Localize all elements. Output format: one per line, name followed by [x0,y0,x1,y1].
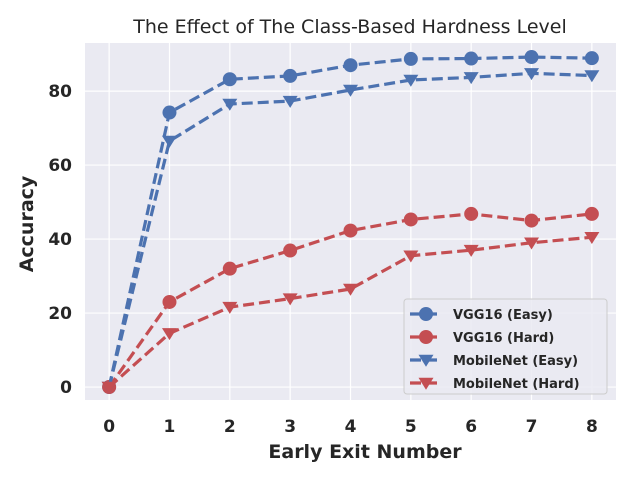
data-point [343,84,358,97]
x-tick-label: 4 [345,417,357,437]
data-point [222,261,237,276]
data-point [584,206,599,221]
data-point [403,74,419,87]
data-point [464,206,479,221]
data-point [403,51,418,66]
chart-title: The Effect of The Class-Based Hardness L… [132,16,567,38]
legend-entry-label: VGG16 (Easy) [453,308,553,323]
legend: VGG16 (Easy) VGG16 (Hard) MobileNet (Easy)… [403,298,608,395]
series-group [101,50,600,395]
legend-marker [419,330,433,344]
series-1 [102,206,599,395]
x-tick-label: 1 [164,417,176,437]
data-point [463,244,479,257]
legend-marker [418,354,434,367]
series-line [108,235,593,389]
series-3 [101,231,600,394]
x-tick-label: 7 [526,417,538,437]
series-line [107,71,592,388]
data-point [584,51,599,66]
data-point [403,250,419,263]
x-tick-label: 5 [405,417,417,437]
y-tick-label: 40 [48,230,72,250]
x-tick-label: 8 [586,417,598,437]
data-point [343,283,358,296]
data-point [222,98,238,111]
data-point [403,212,418,227]
data-point [584,70,600,83]
data-point [524,50,539,65]
x-tick-label: 6 [465,417,477,437]
data-point [524,213,539,228]
legend-frame [403,298,608,395]
data-point [463,72,479,85]
data-point [584,231,600,244]
x-tick-label: 0 [103,417,115,437]
y-axis-label: Accuracy [16,175,38,272]
data-point [464,51,479,66]
data-point [162,294,177,309]
legend-marker [419,307,433,321]
data-point [101,381,117,394]
x-tick-label: 2 [224,417,236,437]
x-tick-label: 3 [284,417,296,437]
y-tick-label: 60 [48,156,72,176]
y-tick-label: 20 [48,304,72,324]
data-point [283,243,298,258]
data-point [283,68,298,83]
data-point [282,293,298,306]
legend-marker [418,377,434,390]
data-point [524,237,540,250]
data-point [343,223,358,238]
y-tick-label: 80 [48,82,72,102]
data-point [343,58,358,73]
data-point [161,135,177,148]
y-tick-label: 0 [60,378,72,398]
data-point [162,105,177,120]
data-point [222,72,237,87]
legend-entry-label: MobileNet (Hard) [453,377,580,392]
data-point [524,68,540,81]
data-point [222,301,238,314]
data-point [282,95,298,108]
x-axis-label: Early Exit Number [268,441,462,463]
data-point [161,328,177,341]
legend-entry-label: MobileNet (Easy) [453,354,578,369]
legend-entry-label: VGG16 (Hard) [453,331,554,346]
